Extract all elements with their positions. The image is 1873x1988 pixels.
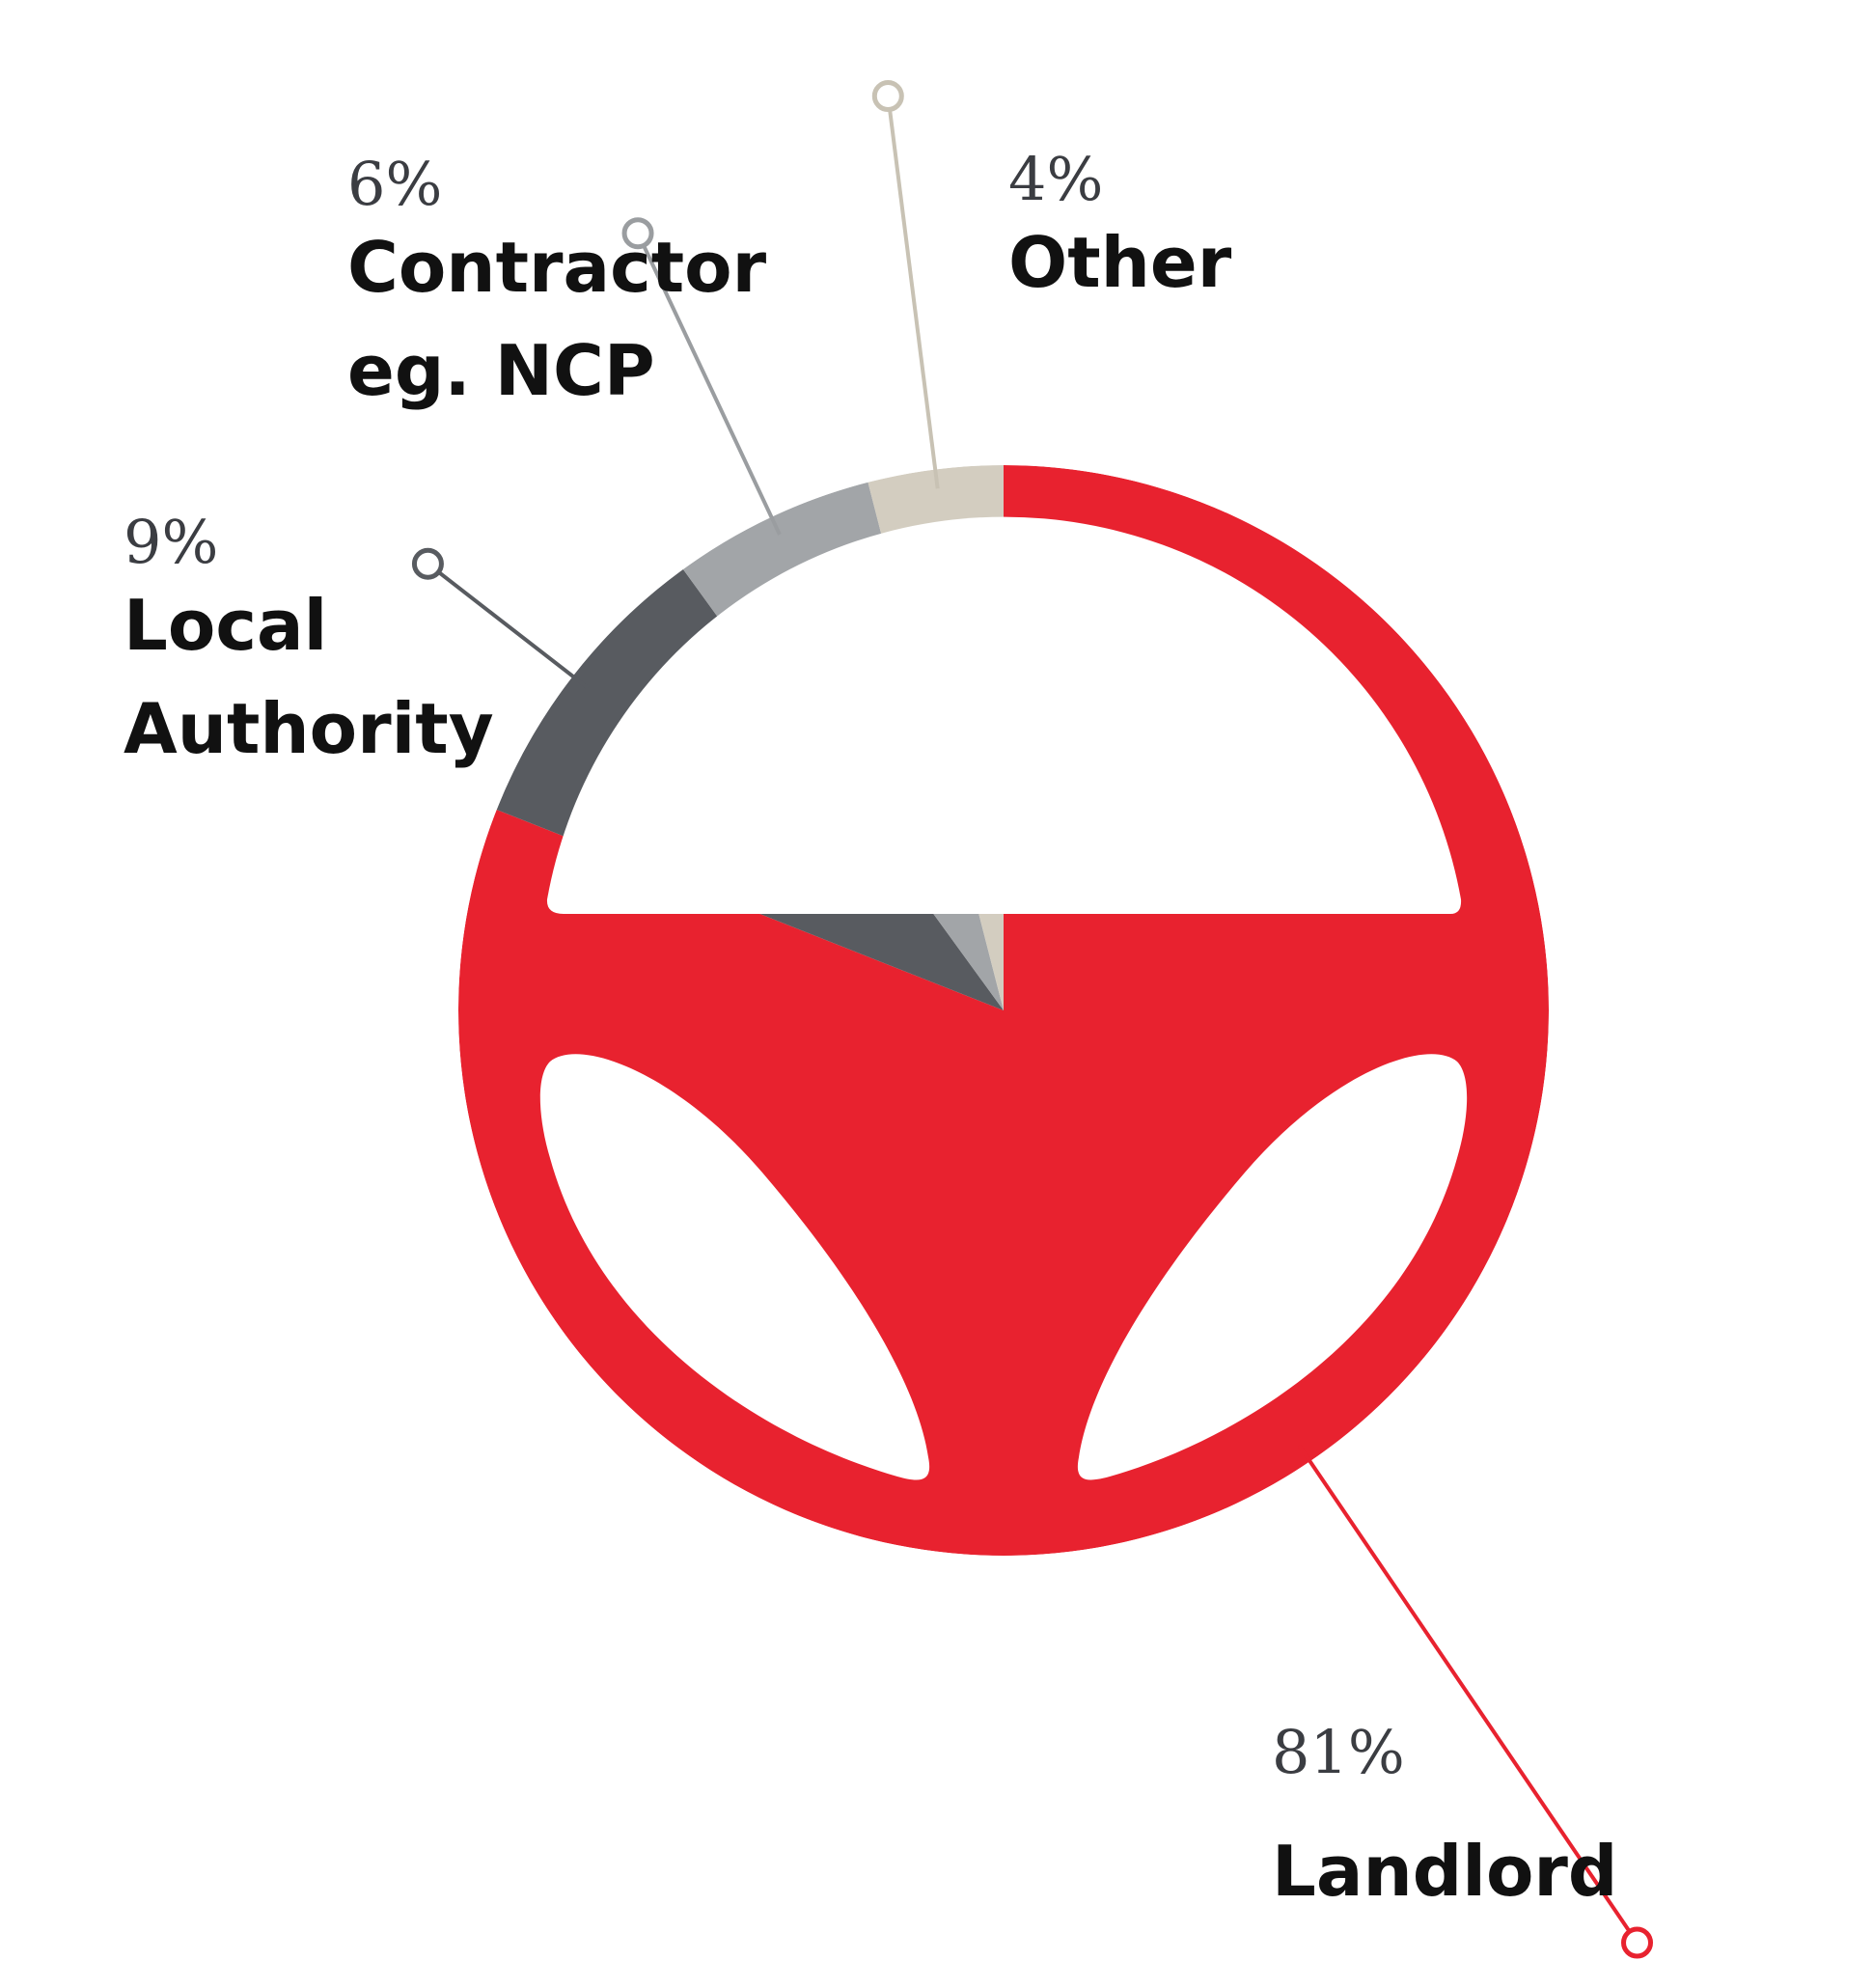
pie-slice-local-authority <box>496 568 1004 1010</box>
callout-line-contractor-eg-ncp <box>641 243 782 536</box>
callout-marker-landlord <box>1621 1926 1654 1959</box>
callout-marker-other <box>871 80 904 113</box>
percent-label-local-authority: 9% <box>124 507 218 577</box>
callout-marker-contractor-eg-ncp <box>621 217 654 250</box>
percent-label-landlord: 81% <box>1272 1717 1405 1787</box>
category-label-local-authority-line-2: Authority <box>124 688 494 769</box>
pie-callouts: 81% Landlord 9% Local Authority 6% Contractor e… <box>124 80 1654 1959</box>
category-label-other: Other <box>1008 222 1232 303</box>
category-label-contractor-eg-ncp-line-2: eg. NCP <box>347 330 655 411</box>
category-label-contractor-eg-ncp-line-1: Contractor <box>347 227 767 308</box>
pie-slices <box>458 465 1550 1557</box>
pie-slice-landlord <box>458 465 1550 1557</box>
percent-label-other: 4% <box>1008 144 1103 214</box>
callout-line-other <box>887 108 940 489</box>
callout-marker-local-authority <box>411 547 444 580</box>
category-label-landlord: Landlord <box>1272 1831 1617 1912</box>
percent-label-contractor-eg-ncp: 6% <box>347 149 442 219</box>
pie-slice-contractor-eg-ncp <box>682 482 1004 1011</box>
category-label-local-authority-line-1: Local <box>124 585 327 666</box>
callout-line-local-authority <box>436 569 590 690</box>
callout-line-landlord <box>1297 1444 1632 1934</box>
pie-slice-other <box>868 465 1004 1010</box>
